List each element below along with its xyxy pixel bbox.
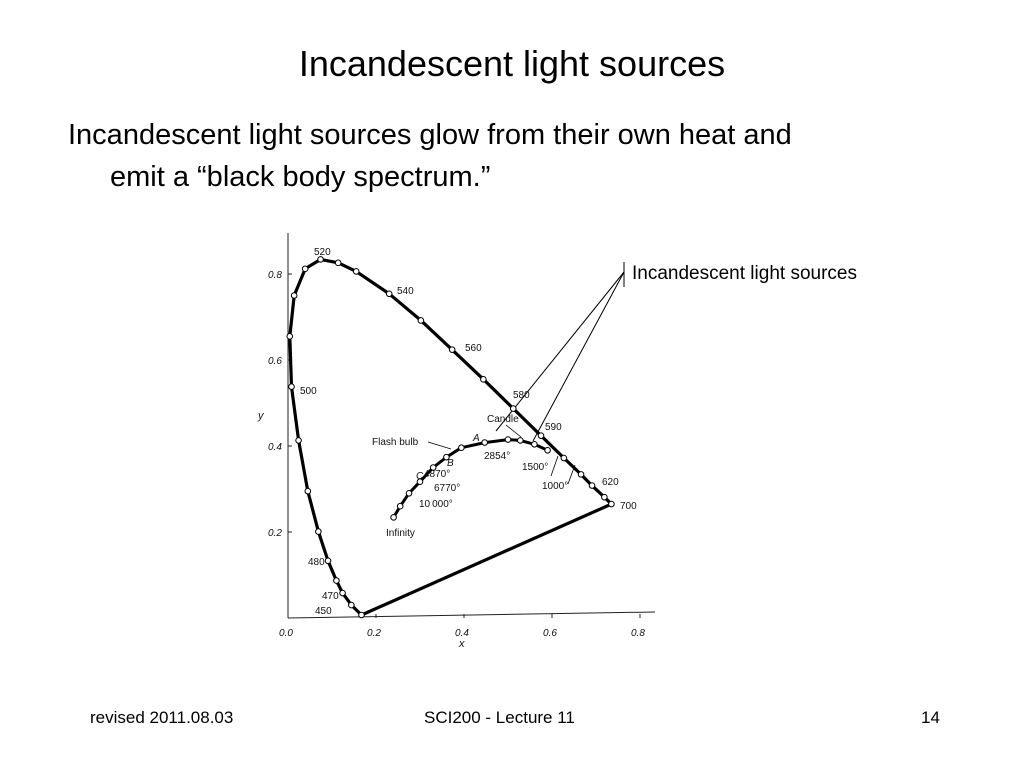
diagram-axes: y x <box>257 233 656 650</box>
spectral-point <box>324 557 332 565</box>
spectral-point <box>333 577 340 584</box>
planckian-point <box>416 478 424 485</box>
point-label: 1500° <box>522 462 548 473</box>
spectral-point <box>315 528 322 535</box>
point-label: 10 000° <box>419 499 453 510</box>
label-pointer <box>427 441 452 450</box>
planckian-locus <box>390 436 551 521</box>
spectral-point <box>509 405 517 412</box>
planckian-point <box>544 447 551 454</box>
wavelength-label: 470 <box>322 591 339 602</box>
spectral-point <box>577 471 585 478</box>
point-label: 4870° <box>424 469 450 480</box>
spectral-point <box>304 487 312 495</box>
planckian-point <box>405 490 413 497</box>
x-axis-line <box>287 611 656 619</box>
bullet-line-2: emit a “black body spectrum.” <box>110 161 491 193</box>
spectral-point <box>560 454 568 462</box>
x-tick-label: 0.0 <box>279 628 293 639</box>
y-tick-label: 0.6 <box>268 356 282 367</box>
bullet-line-1: Incandescent light sources glow from the… <box>68 119 792 151</box>
slide-title: Incandescent light sources <box>298 43 726 84</box>
spectral-point <box>385 290 393 298</box>
planckian-point <box>396 502 404 510</box>
wavelength-label: 540 <box>397 286 414 297</box>
wavelength-label: 700 <box>620 501 637 512</box>
point-label: Flash bulb <box>372 437 419 448</box>
wavelength-label: 580 <box>513 390 530 401</box>
planckian-point <box>517 437 524 444</box>
footer-course: SCI200 - Lecture 11 <box>424 708 575 727</box>
spectral-point <box>290 292 298 299</box>
point-label: Infinity <box>386 528 415 539</box>
wavelength-label: 450 <box>315 606 332 617</box>
wavelength-label: 620 <box>602 477 619 488</box>
spectral-point <box>448 346 456 353</box>
point-label: Candle <box>487 414 519 425</box>
spectral-point <box>348 601 355 609</box>
point-label: 2854° <box>484 451 510 462</box>
callout-label: Incandescent light sources <box>632 263 857 284</box>
diagram-labels: 450 470 480 500 520 540 560 580 590 620 700 Flash b… <box>300 247 637 617</box>
bullet-text: Incandescent light sources glow from the… <box>68 114 968 198</box>
label-pointer <box>567 464 576 485</box>
x-tick-label: 0.2 <box>367 628 381 639</box>
footer-date: revised 2011.08.03 <box>90 708 234 727</box>
x-tick-label: 0.6 <box>543 628 557 639</box>
spectral-point <box>334 259 342 267</box>
wavelength-label: 590 <box>545 422 562 433</box>
x-tick-label: 0.8 <box>631 628 645 639</box>
planckian-point <box>390 514 397 521</box>
spectral-point <box>601 493 608 501</box>
spectral-point <box>480 376 487 383</box>
planckian-point <box>458 444 465 452</box>
footer-page-number: 14 <box>921 708 940 727</box>
y-tick-label: 0.8 <box>268 270 282 281</box>
y-axis-label: y <box>257 410 265 422</box>
spectral-point <box>352 268 360 275</box>
spectral-point <box>301 265 309 273</box>
planckian-point <box>443 453 450 461</box>
x-tick-label: 0.4 <box>455 628 469 639</box>
wavelength-label: 520 <box>314 247 331 258</box>
planckian-point <box>429 464 437 471</box>
spectral-point <box>537 432 545 439</box>
spectral-point <box>295 437 302 444</box>
spectral-point <box>417 317 425 324</box>
spectral-locus <box>286 256 615 619</box>
x-axis-label: x <box>458 638 465 650</box>
spectral-point <box>608 500 615 508</box>
y-tick-label: 0.4 <box>268 442 282 453</box>
point-label: 6770° <box>434 483 460 494</box>
planckian-point <box>481 439 488 446</box>
wavelength-label: 500 <box>300 386 317 397</box>
callout-leader-1 <box>495 271 625 432</box>
label-pointer <box>505 424 522 438</box>
spectral-point <box>317 256 324 263</box>
wavelength-label: 560 <box>465 343 482 354</box>
axis-ticks: 0.0 0.2 0.4 0.6 0.8 0.2 0.4 0.6 0.8 <box>268 270 645 639</box>
point-label: C <box>416 471 424 482</box>
point-label: A <box>472 433 480 444</box>
spectral-point <box>286 333 294 340</box>
y-tick-label: 0.2 <box>268 528 282 539</box>
point-label: 1000° <box>542 481 568 492</box>
wavelength-label: 480 <box>308 557 325 568</box>
spectral-point <box>288 383 295 390</box>
point-label: B <box>447 458 454 469</box>
spectral-point <box>339 589 346 597</box>
planckian-point <box>531 440 538 448</box>
spectral-point <box>588 482 596 489</box>
label-pointer <box>550 455 559 477</box>
spectral-point <box>358 611 365 619</box>
callout-leader-2 <box>532 271 625 442</box>
spectral-locus-curve <box>288 257 613 617</box>
planckian-point <box>504 436 512 443</box>
